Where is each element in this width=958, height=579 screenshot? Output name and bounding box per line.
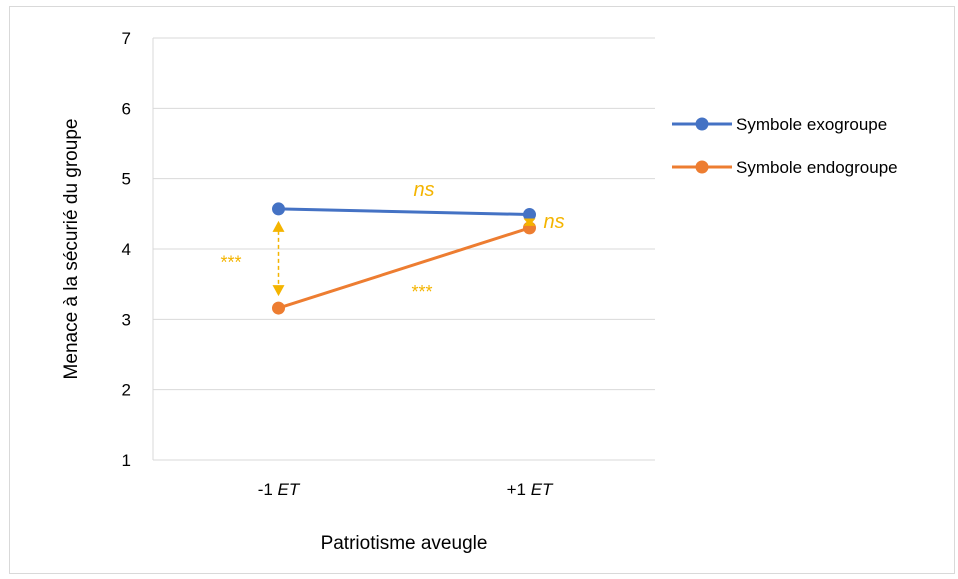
chart-frame [9, 6, 955, 574]
series-point [523, 208, 536, 222]
legend-swatch-marker [695, 160, 709, 174]
arrowhead-up [272, 220, 285, 232]
legend: Symbole exogroupe Symbole endogroupe [672, 115, 898, 177]
series-line [278, 207, 530, 217]
arrowhead-up-plus [523, 218, 536, 226]
annotation-diff-plus: ns [544, 211, 565, 233]
legend-label: Symbole exogroupe [736, 115, 887, 134]
annotation-exo-slope: ns [413, 179, 434, 201]
y-tick-label: 1 [122, 451, 131, 470]
y-tick-label: 3 [122, 310, 131, 329]
legend-item: Symbole endogroupe [672, 158, 898, 177]
legend-label: Symbole endogroupe [736, 158, 898, 177]
annotations: *** ns *** ns [221, 179, 565, 302]
x-tick-label: +1 ET [507, 480, 554, 499]
y-axis-title: Menace à la sécurié du groupe [61, 119, 82, 380]
y-tick-label: 6 [122, 99, 131, 118]
y-tick-label: 7 [122, 29, 131, 48]
series-group [272, 202, 536, 315]
arrowhead-down [272, 285, 285, 297]
series-line [278, 226, 530, 310]
gridlines [152, 37, 655, 461]
legend-item: Symbole exogroupe [672, 115, 887, 134]
y-tick-labels: 1 2 3 4 5 6 7 [122, 29, 131, 470]
series-point [272, 202, 285, 216]
y-tick-label: 2 [122, 381, 131, 400]
x-tick-labels: -1 ET +1 ET [258, 480, 554, 499]
annotation-endo-slope: *** [411, 282, 432, 302]
x-axis-title: Patriotisme aveugle [321, 533, 488, 554]
y-tick-label: 5 [122, 170, 131, 189]
series-point [272, 301, 285, 315]
legend-swatch-marker [695, 117, 709, 131]
x-tick-label: -1 ET [258, 480, 301, 499]
annotation-diff-minus: *** [221, 252, 242, 272]
y-tick-label: 4 [122, 240, 131, 259]
